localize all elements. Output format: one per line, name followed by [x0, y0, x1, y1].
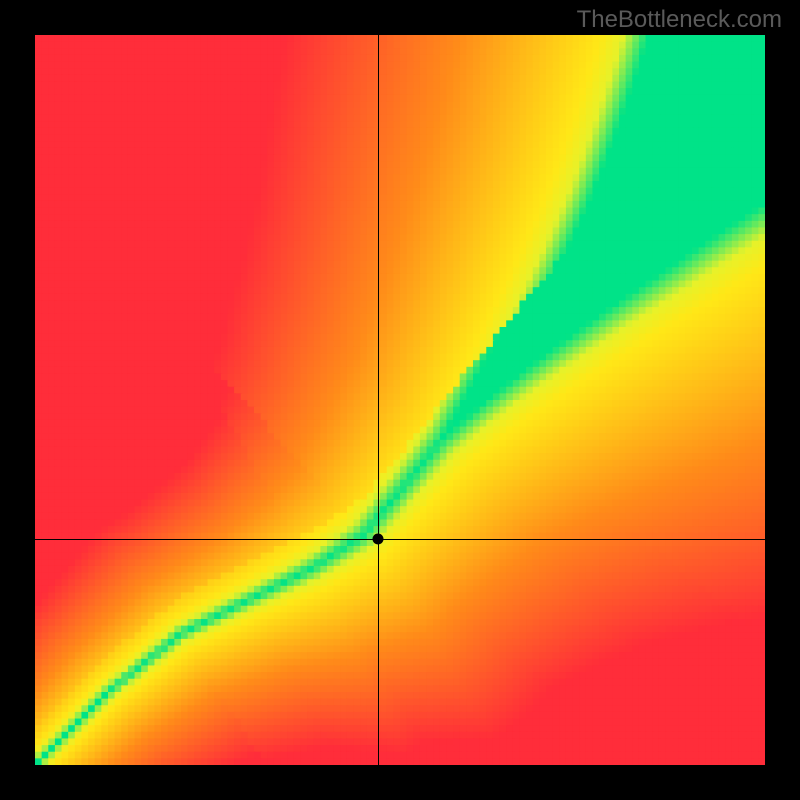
plot-area [35, 35, 765, 765]
heatmap-canvas [35, 35, 765, 765]
chart-outer-frame: TheBottleneck.com [0, 0, 800, 800]
watermark-text: TheBottleneck.com [577, 6, 782, 34]
